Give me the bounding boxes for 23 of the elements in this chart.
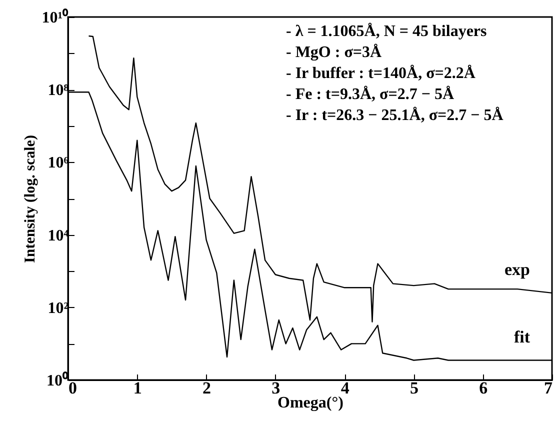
x-tick-label: 1 bbox=[133, 378, 142, 398]
x-axis-title: Omega(°) bbox=[278, 394, 344, 412]
y-tick-label: 10¹⁰ bbox=[42, 8, 68, 26]
x-tick-label: 2 bbox=[202, 378, 212, 398]
annotation: - Ir : t=26.3 − 25.1Å, σ=2.7 − 5Å bbox=[286, 106, 504, 124]
y-tick-label: 10⁸ bbox=[48, 82, 69, 100]
y-tick-label: 10² bbox=[48, 300, 69, 317]
annotation: - Ir buffer : t=140Å, σ=2.2Å bbox=[286, 64, 476, 82]
series-label: fit bbox=[514, 327, 530, 346]
y-tick-label: 10⁶ bbox=[48, 154, 69, 172]
x-tick-label: 0 bbox=[68, 378, 77, 398]
x-tick-label: 6 bbox=[479, 378, 488, 398]
annotation: - Fe : t=9.3Å, σ=2.7 − 5Å bbox=[286, 85, 454, 103]
annotation: - λ = 1.1065Å, N = 45 bilayers bbox=[286, 22, 487, 40]
x-tick-label: 3 bbox=[272, 378, 280, 398]
annotation: - MgO : σ=3Å bbox=[286, 43, 382, 61]
x-tick-label: 4 bbox=[340, 378, 350, 398]
y-tick-label: 10⁴ bbox=[48, 227, 69, 244]
y-tick-label: 10⁰ bbox=[46, 372, 68, 390]
x-tick-label: 7 bbox=[544, 378, 553, 398]
series-label: exp bbox=[504, 260, 530, 279]
y-axis-title: Intensity (log. scale) bbox=[22, 135, 39, 263]
x-tick-label: 5 bbox=[410, 378, 418, 398]
